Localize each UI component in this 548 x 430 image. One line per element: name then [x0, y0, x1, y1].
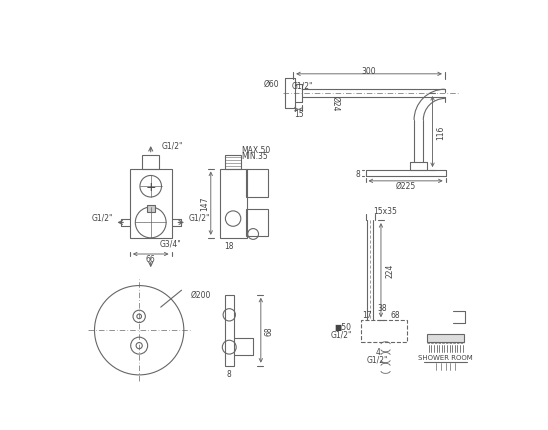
Text: 15: 15: [294, 110, 304, 119]
Text: 4: 4: [375, 347, 380, 356]
Text: G1/2": G1/2": [189, 213, 210, 222]
Text: 18: 18: [224, 242, 233, 250]
Bar: [220, 169, 247, 238]
Text: G3/4": G3/4": [160, 239, 182, 248]
Bar: [147, 205, 155, 213]
Text: G1/2": G1/2": [367, 354, 389, 363]
Text: 66: 66: [146, 255, 156, 264]
Text: 8: 8: [227, 369, 232, 378]
Text: 17: 17: [362, 310, 372, 319]
Bar: [130, 169, 172, 238]
Text: 300: 300: [361, 67, 376, 76]
Bar: [225, 295, 234, 366]
Text: 116: 116: [436, 125, 445, 139]
Text: 224: 224: [386, 263, 395, 278]
Text: 68: 68: [391, 310, 401, 319]
Text: MAX.50: MAX.50: [241, 145, 270, 154]
Bar: [361, 320, 407, 342]
Text: +: +: [145, 180, 156, 194]
Text: MIN.35: MIN.35: [241, 152, 267, 160]
Text: G1/2": G1/2": [292, 81, 313, 90]
Text: Ø200: Ø200: [191, 290, 211, 299]
Text: 15x35: 15x35: [374, 207, 397, 216]
Bar: [246, 169, 268, 197]
Text: G1/2": G1/2": [92, 213, 113, 222]
Text: G1/2": G1/2": [162, 141, 183, 150]
Text: Ø60: Ø60: [264, 80, 279, 88]
Text: G1/2": G1/2": [330, 330, 352, 339]
Text: 68: 68: [264, 326, 273, 335]
Text: 38: 38: [378, 304, 387, 313]
Text: 147: 147: [200, 197, 209, 211]
Text: Ø225: Ø225: [396, 181, 416, 190]
Text: ■50: ■50: [335, 322, 352, 331]
Bar: [246, 210, 268, 237]
Text: Ø24: Ø24: [331, 95, 340, 111]
Text: SHOWER ROOM: SHOWER ROOM: [418, 354, 473, 360]
Bar: [427, 334, 464, 342]
Text: 8: 8: [356, 169, 360, 178]
Bar: [142, 155, 159, 169]
Bar: [225, 155, 241, 169]
